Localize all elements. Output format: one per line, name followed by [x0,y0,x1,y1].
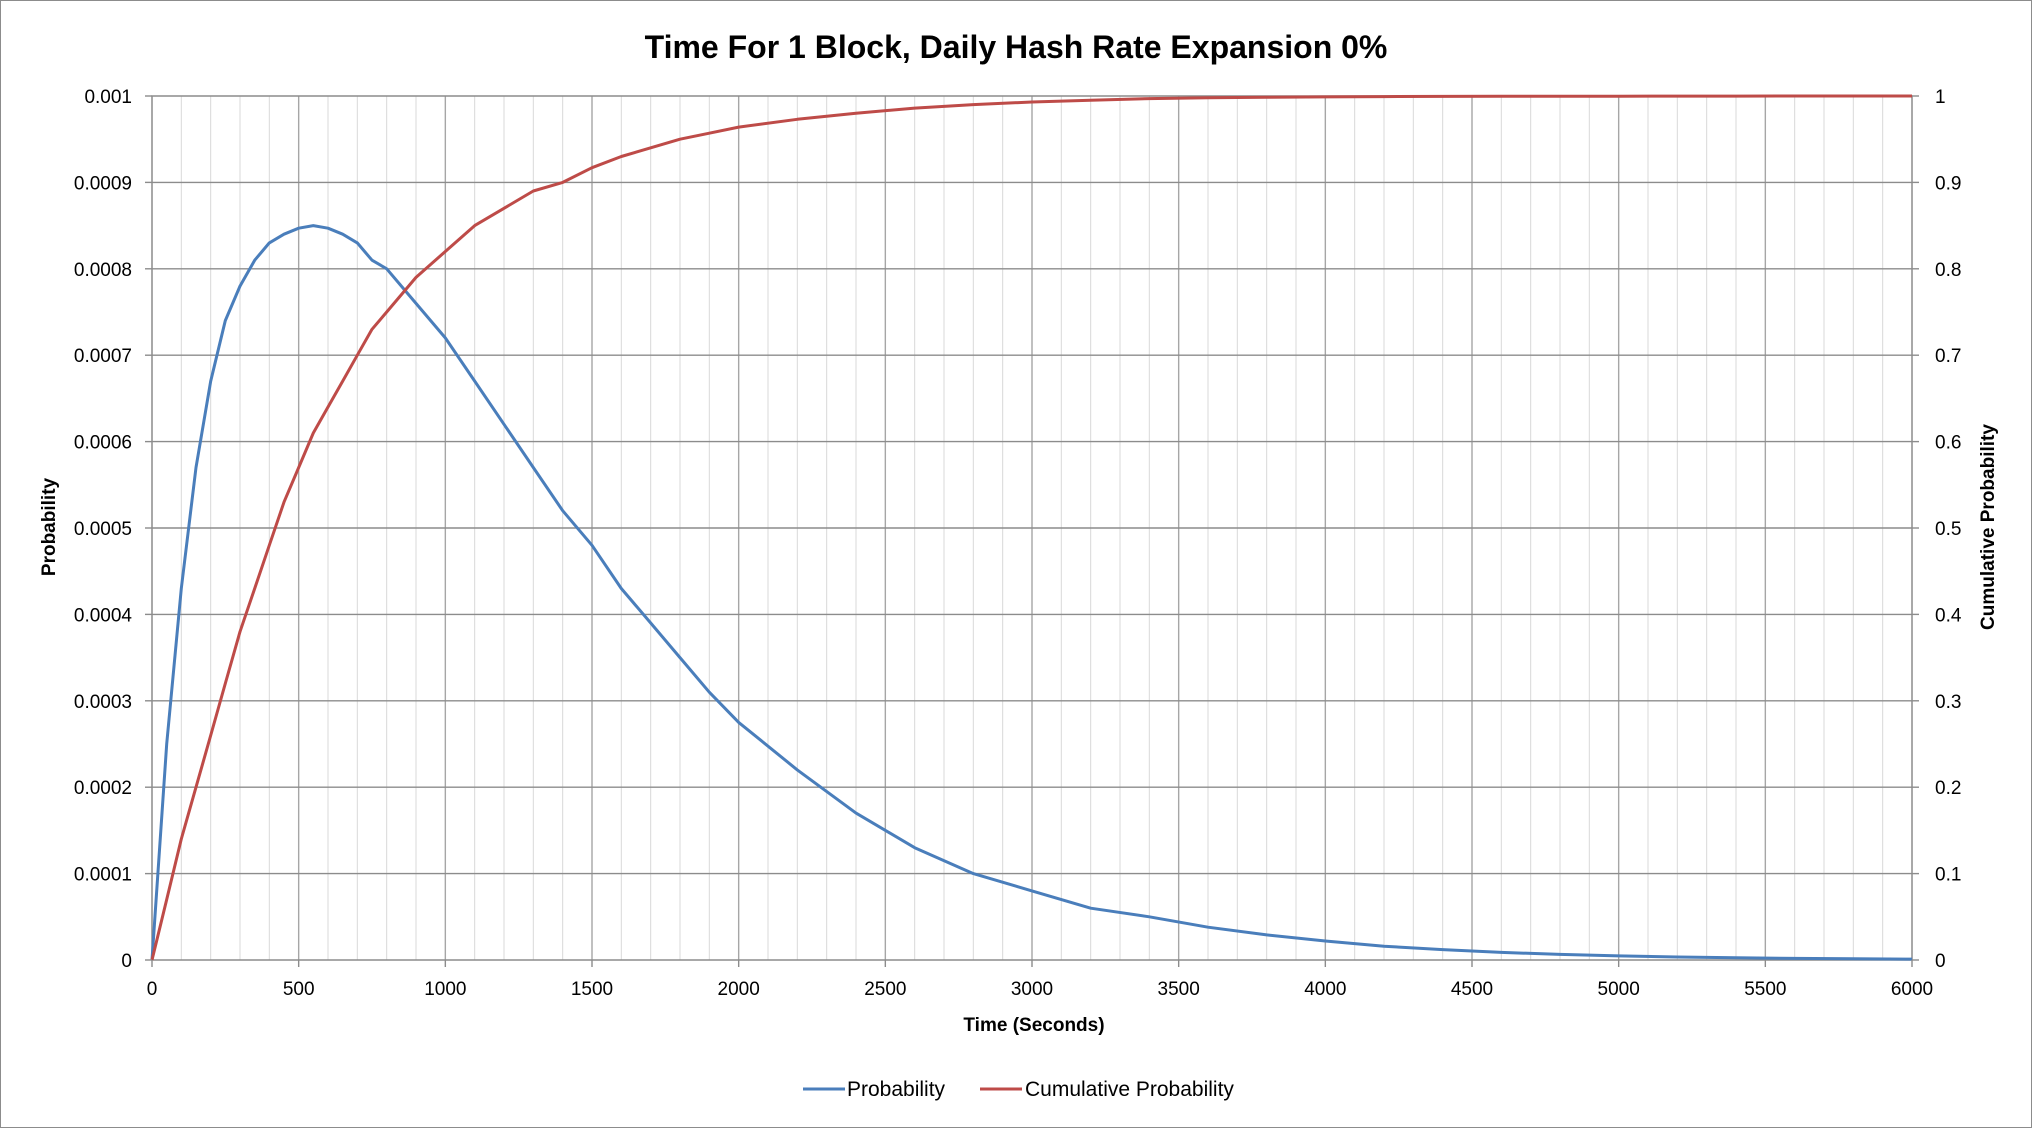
series-line-cumulative-probability [150,94,1912,961]
x-tick-label: 4000 [1304,979,1346,1000]
y-axis-title: Probability [39,477,60,576]
y-tick-label: 0.0009 [74,173,132,194]
y2-tick-label: 0.6 [1935,433,1961,454]
x-tick-label: 3000 [1011,979,1053,1000]
y2-tick-label: 0.9 [1935,173,1961,194]
y-tick-label: 0.0006 [74,433,132,454]
x-axis-title: Time (Seconds) [963,1015,1104,1036]
legend: Probability Cumulative Probability [803,1078,1234,1101]
y-tick-label: 0.0007 [74,346,132,367]
x-tick-label: 500 [283,979,315,1000]
legend-label-cumulative-probability: Cumulative Probability [1025,1078,1234,1101]
y2-tick-label: 0.2 [1935,778,1961,799]
y2-axis-title: Cumulative Probability [1978,424,1999,630]
ticks-layer: 0 500 1000 1500 2000 2500 3000 3500 4000 4500 5000… [74,87,1962,1000]
x-tick-label: 2500 [864,979,906,1000]
y2-tick-label: 0.8 [1935,260,1961,281]
x-tick-label: 5000 [1598,979,1640,1000]
x-tick-label: 4500 [1451,979,1493,1000]
y-tick-label: 0.0002 [74,778,132,799]
grid-layer [152,96,1912,960]
x-tick-label: 1500 [571,979,613,1000]
x-tick-label: 0 [147,979,158,1000]
series-line-probability [150,224,1913,961]
y2-tick-label: 0 [1935,951,1946,972]
y-tick-label: 0.0003 [74,692,132,713]
legend-label-probability: Probability [847,1078,946,1101]
x-tick-label: 1000 [424,979,466,1000]
y-tick-label: 0.0004 [74,605,133,626]
y2-tick-label: 0.5 [1935,519,1961,540]
y-tick-label: 0.001 [84,87,132,108]
y-tick-label: 0 [121,951,132,972]
series-layer [150,94,1913,961]
chart-title: Time For 1 Block, Daily Hash Rate Expans… [645,29,1388,65]
x-tick-label: 5500 [1744,979,1786,1000]
x-tick-label: 6000 [1891,979,1933,1000]
y2-tick-label: 1 [1935,87,1946,108]
y2-tick-label: 0.3 [1935,692,1961,713]
y2-tick-label: 0.1 [1935,865,1961,886]
y-tick-label: 0.0005 [74,519,132,540]
y-tick-label: 0.0008 [74,260,132,281]
x-tick-label: 2000 [718,979,760,1000]
x-tick-label: 3500 [1158,979,1200,1000]
y2-tick-label: 0.4 [1935,605,1962,626]
y-tick-label: 0.0001 [74,865,132,886]
y2-tick-label: 0.7 [1935,346,1961,367]
